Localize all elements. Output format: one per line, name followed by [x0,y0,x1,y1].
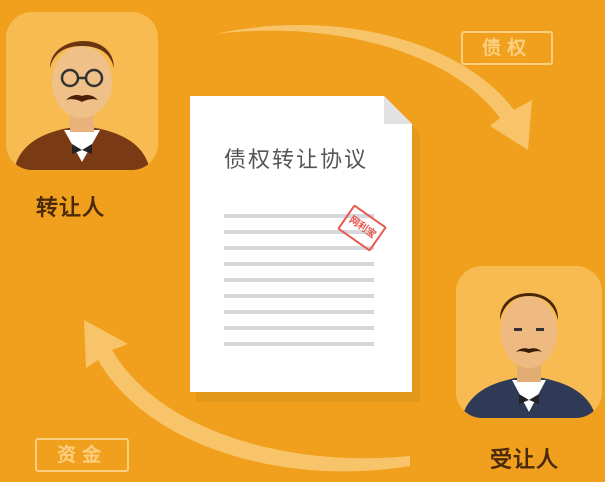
transferor-label: 转让人 [36,196,106,221]
transferee-avatar [456,266,602,418]
transferee-label: 受让人 [490,448,560,473]
transferor-avatar [6,12,158,170]
transferor-portrait-icon [14,40,150,170]
transferee-portrait-icon [462,293,596,418]
document-title: 债权转让协议 [224,148,369,173]
arrow-funds-flow [84,320,410,472]
debt-tag: 债权 [461,31,553,65]
funds-tag: 资金 [35,438,129,472]
